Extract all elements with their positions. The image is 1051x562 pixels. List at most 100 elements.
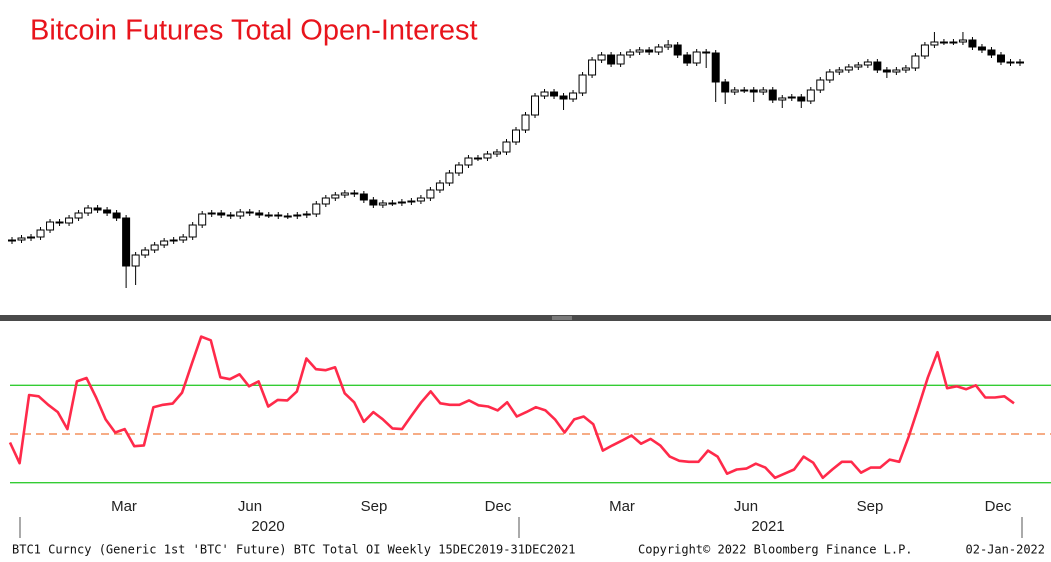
candle-body xyxy=(778,97,787,101)
candle-body xyxy=(217,212,226,216)
candle-body xyxy=(930,41,939,46)
candle-body xyxy=(835,69,844,73)
candle-body xyxy=(531,95,540,116)
candle-body xyxy=(797,96,806,102)
x-month-label: Mar xyxy=(111,498,137,515)
candle-body xyxy=(664,44,673,48)
panel-divider xyxy=(0,315,1051,321)
x-month-label: Sep xyxy=(857,498,884,515)
candle-body xyxy=(825,71,834,81)
candle-body xyxy=(559,95,568,100)
candle-body xyxy=(36,229,45,238)
candle-body xyxy=(759,89,768,93)
candle-body xyxy=(683,54,692,64)
candle-body xyxy=(331,194,340,199)
candle-body xyxy=(787,96,796,99)
candle-body xyxy=(8,239,16,242)
candle-body xyxy=(569,92,578,100)
candle-body xyxy=(407,200,416,203)
candle-body xyxy=(131,254,140,267)
candle-body xyxy=(901,67,910,71)
candle-body xyxy=(730,89,739,93)
candle-body xyxy=(673,44,682,56)
candle-body xyxy=(721,81,730,93)
footer-description: BTC1 Curncy (Generic 1st 'BTC' Future) B… xyxy=(12,543,576,557)
candle-body xyxy=(160,240,169,246)
candle-body xyxy=(550,91,559,97)
candle-body xyxy=(226,214,235,217)
candle-body xyxy=(645,49,654,53)
candle-body xyxy=(588,59,597,76)
candle-body xyxy=(179,236,188,241)
candle-body xyxy=(996,54,1005,63)
candle-body xyxy=(141,249,150,256)
candle-body xyxy=(616,54,625,65)
candle-body xyxy=(378,202,387,206)
candle-body xyxy=(435,182,444,191)
candle-body xyxy=(873,61,882,71)
candle-body xyxy=(844,66,853,71)
candle-body xyxy=(369,199,378,206)
x-month-label: Dec xyxy=(985,498,1012,515)
candle-body xyxy=(987,49,996,56)
candle-body xyxy=(711,52,720,83)
candle-body xyxy=(512,129,520,143)
x-year-label: 2020 xyxy=(251,518,284,535)
candle-body xyxy=(492,151,501,155)
candle-body xyxy=(740,89,749,92)
x-month-label: Sep xyxy=(361,498,388,515)
candle-body xyxy=(473,157,482,160)
candle-body xyxy=(502,141,511,153)
candle-body xyxy=(264,214,273,217)
candle-body xyxy=(321,197,330,205)
candle-body xyxy=(112,212,121,219)
candle-body xyxy=(274,214,283,217)
candle-body xyxy=(445,172,454,184)
candle-body xyxy=(578,74,587,94)
candle-body xyxy=(293,214,302,217)
candle-body xyxy=(654,46,663,53)
candle-body xyxy=(806,89,815,102)
candle-body xyxy=(521,114,530,131)
candle-body xyxy=(74,212,83,219)
candle-body xyxy=(245,211,254,214)
x-month-label: Jun xyxy=(238,498,262,515)
candle-body xyxy=(958,39,967,43)
x-month-label: Mar xyxy=(609,498,635,515)
candle-body xyxy=(426,189,435,199)
candle-body xyxy=(198,213,207,226)
candle-body xyxy=(350,192,359,195)
candle-body xyxy=(103,209,112,214)
candle-body xyxy=(635,49,644,53)
candle-body xyxy=(188,224,197,238)
footer-date: 02-Jan-2022 xyxy=(966,543,1045,557)
candle-body xyxy=(854,64,863,68)
candle-body xyxy=(977,46,986,51)
candle-body xyxy=(93,207,102,211)
candle-body xyxy=(702,51,711,54)
candle-body xyxy=(340,192,349,196)
candle-body xyxy=(65,217,74,224)
candle-body xyxy=(464,157,473,166)
footer-copyright: Copyright© 2022 Bloomberg Finance L.P. xyxy=(638,543,913,557)
candle-body xyxy=(17,237,26,241)
candle-body xyxy=(882,69,891,73)
candle-body xyxy=(416,197,425,202)
candle-body xyxy=(388,202,397,205)
candle-body xyxy=(949,41,958,44)
candle-body xyxy=(236,211,245,217)
candle-body xyxy=(939,41,948,44)
candle-body xyxy=(920,44,929,57)
candle-body xyxy=(911,55,920,69)
candle-body xyxy=(55,221,64,224)
candle-body xyxy=(255,212,264,216)
candle-body xyxy=(302,213,311,216)
candle-body xyxy=(968,39,977,48)
candle-body xyxy=(207,212,216,215)
candle-body xyxy=(1006,61,1015,64)
oscillator-line xyxy=(8,335,1015,480)
candle-body xyxy=(359,193,368,201)
candle-body xyxy=(768,89,777,101)
candle-body xyxy=(816,79,825,91)
